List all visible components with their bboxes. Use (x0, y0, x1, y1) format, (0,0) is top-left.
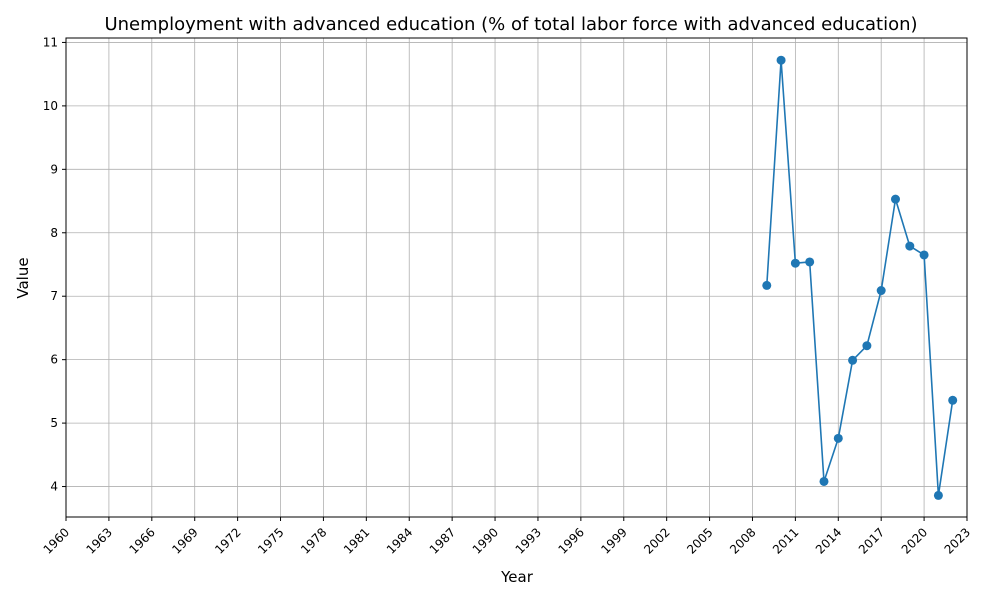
data-point (790, 258, 800, 268)
y-tick-label: 11 (43, 35, 58, 49)
data-point (776, 55, 786, 65)
data-point (848, 355, 858, 365)
y-tick-label: 4 (50, 480, 58, 494)
data-point (876, 286, 886, 296)
data-point (933, 490, 943, 500)
data-point (762, 280, 772, 290)
data-point (819, 476, 829, 486)
plot-frame (65, 37, 968, 518)
data-point (919, 250, 929, 260)
data-point (948, 395, 958, 405)
y-tick-label: 5 (50, 416, 58, 430)
y-tick-label: 9 (50, 162, 58, 176)
y-axis-label: Value (14, 257, 32, 298)
x-axis-label: Year (500, 568, 534, 586)
data-point (833, 433, 843, 443)
data-point (905, 241, 915, 251)
y-tick-label: 7 (50, 289, 58, 303)
data-point (805, 257, 815, 267)
chart-title: Unemployment with advanced education (% … (104, 14, 917, 35)
grid (65, 38, 968, 517)
axes (62, 37, 968, 521)
y-tick-label: 8 (50, 226, 58, 240)
data-series (762, 55, 958, 500)
data-point (890, 194, 900, 204)
y-tick-label: 10 (43, 99, 58, 113)
data-point (862, 341, 872, 351)
y-tick-label: 6 (50, 353, 58, 367)
